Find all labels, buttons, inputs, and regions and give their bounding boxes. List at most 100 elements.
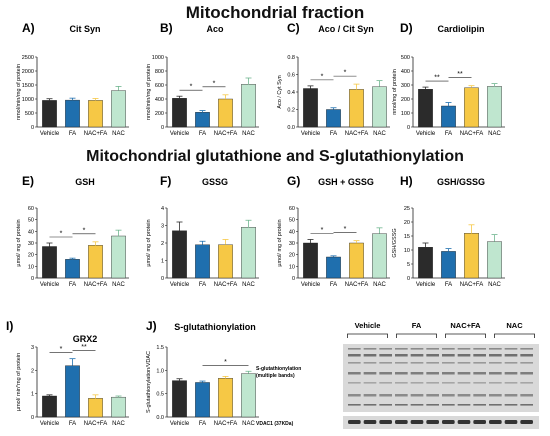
bar-nacfa — [218, 378, 233, 418]
blot-band — [457, 354, 471, 357]
chart-title: S-glutathionylation — [174, 322, 256, 332]
y-tick-label: 60 — [289, 206, 295, 212]
blot-band — [363, 404, 377, 406]
blot-band — [442, 348, 455, 350]
x-tick-label: NAC — [242, 421, 255, 427]
blot-band — [395, 348, 408, 350]
blot-band — [489, 394, 502, 397]
bar-fa — [195, 112, 210, 128]
bar-fa — [65, 365, 80, 418]
blot-band — [379, 362, 392, 364]
x-tick-label: FA — [69, 131, 76, 137]
y-tick-label: 0 — [161, 276, 164, 282]
y-axis-label: S-glutathionylation/VDAC — [146, 351, 152, 413]
y-tick-label: 200 — [401, 97, 410, 103]
blot-band — [489, 372, 502, 375]
blot-band — [442, 394, 455, 397]
chart-8: H) GSH/GSSG 0 5 10 15 20 25 GSH/GSSG Vehicle FA NAC… — [392, 174, 505, 288]
x-tick-label: Vehicle — [40, 131, 60, 137]
blot-group-bracket — [396, 333, 437, 338]
blot-band — [520, 362, 533, 364]
y-tick-label: 0 — [31, 415, 34, 421]
bar-vehicle — [418, 88, 433, 128]
y-tick-label: 10 — [28, 264, 34, 270]
blot-band — [410, 394, 424, 397]
bar-vehicle — [172, 380, 187, 418]
blot-band — [348, 372, 361, 375]
bar-vehicle — [42, 395, 57, 418]
x-tick-label: Vehicle — [40, 421, 60, 427]
sig-label: * — [60, 231, 63, 238]
chart-3: C) Aco / Cit Syn 0.0 0.2 0.4 0.6 0.8 Aco / Cyt … — [277, 21, 390, 137]
y-tick-label: 0.6 — [287, 73, 295, 79]
panel-letter: G) — [287, 174, 300, 188]
blot-band — [363, 348, 377, 350]
blot-vdac-band — [442, 420, 455, 424]
x-tick-label: Vehicle — [170, 282, 190, 288]
bar-vehicle — [303, 242, 318, 279]
blot-band — [348, 362, 361, 364]
blot-band — [426, 362, 439, 364]
y-tick-label: 0.0 — [156, 415, 164, 421]
blot-vdac-band — [504, 420, 518, 424]
panel-letter: I) — [6, 319, 13, 333]
y-tick-label: 0.0 — [287, 125, 295, 131]
blot-band — [410, 404, 424, 406]
blot-band — [348, 382, 361, 384]
sig-label: * — [83, 227, 86, 234]
sig-label: ** — [434, 75, 440, 82]
bar-fa — [65, 99, 80, 128]
y-axis-label: GSH/GSSG — [392, 228, 398, 257]
y-tick-label: 2 — [161, 241, 164, 247]
y-tick-label: 1 — [161, 259, 164, 265]
blot-band — [489, 382, 502, 384]
panel-letter: H) — [400, 174, 413, 188]
x-tick-label: Vehicle — [170, 131, 190, 137]
bar-nacfa — [88, 100, 103, 128]
blot-band — [379, 404, 392, 406]
bar-nacfa — [218, 98, 233, 128]
sig-label: * — [190, 84, 193, 91]
blot-band — [489, 404, 502, 406]
blot-band — [348, 348, 361, 350]
y-tick-label: 60 — [28, 206, 34, 212]
bar-nac — [241, 84, 256, 128]
blot-band — [473, 354, 486, 357]
x-tick-label: NAC+FA — [84, 421, 108, 427]
blot-band — [489, 362, 502, 364]
bar-nacfa — [88, 245, 103, 279]
blot-band — [520, 372, 533, 375]
y-tick-label: 0.4 — [287, 90, 295, 96]
y-tick-label: 500 — [25, 111, 34, 117]
x-tick-label: Vehicle — [40, 282, 60, 288]
panel-letter: A) — [22, 21, 35, 35]
bar-nacfa — [349, 242, 364, 279]
y-tick-label: 1.0 — [156, 368, 164, 374]
blot-band — [379, 382, 392, 384]
x-tick-label: FA — [330, 131, 337, 137]
panel-letter: D) — [400, 21, 413, 35]
blot-band — [442, 382, 455, 384]
chart-5: E) GSH 0 10 20 30 40 50 60 µmol/ mg of protein Veh… — [16, 174, 129, 288]
blot-vdac-band — [395, 420, 408, 424]
blot-band — [426, 382, 439, 384]
blot-band — [473, 404, 486, 406]
y-tick-label: 1.5 — [156, 345, 164, 351]
y-tick-label: 3 — [31, 345, 34, 351]
bar-nacfa — [349, 89, 364, 128]
blot-label-vdac: VDAC1 (37KDa) — [256, 421, 294, 427]
blot-band — [473, 348, 486, 350]
blot-vdac-band — [348, 420, 361, 424]
bar-nacfa — [464, 232, 479, 279]
chart-title: Aco — [206, 24, 224, 34]
blot-band — [457, 372, 471, 375]
blot-band — [426, 348, 439, 350]
sig-label: * — [60, 346, 63, 353]
y-tick-label: 0 — [407, 276, 410, 282]
bar-nac — [487, 241, 502, 279]
blot-band — [520, 382, 533, 384]
y-tick-label: 30 — [289, 241, 295, 247]
header-glutathione: Mitochondrial glutathione and S-glutathi… — [86, 148, 464, 165]
x-tick-label: FA — [69, 282, 76, 288]
